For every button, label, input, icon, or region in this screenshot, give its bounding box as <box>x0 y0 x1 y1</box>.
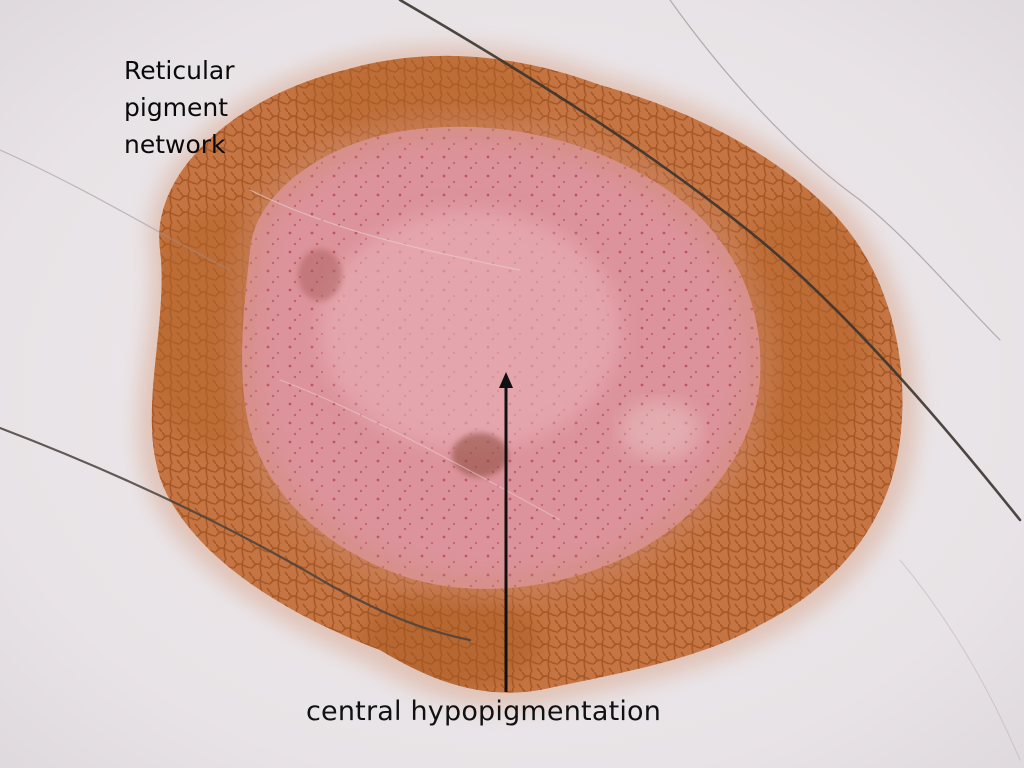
center-transition <box>229 113 774 602</box>
arrow-pointer <box>499 372 513 692</box>
label-line-3: network <box>124 130 226 159</box>
central-hypopigmentation-label: central hypopigmentation <box>306 696 662 727</box>
label-line-1: Reticular <box>124 56 235 85</box>
reticular-network-label: Reticular pigment network <box>124 52 235 163</box>
label-line-2: pigment <box>124 93 229 122</box>
